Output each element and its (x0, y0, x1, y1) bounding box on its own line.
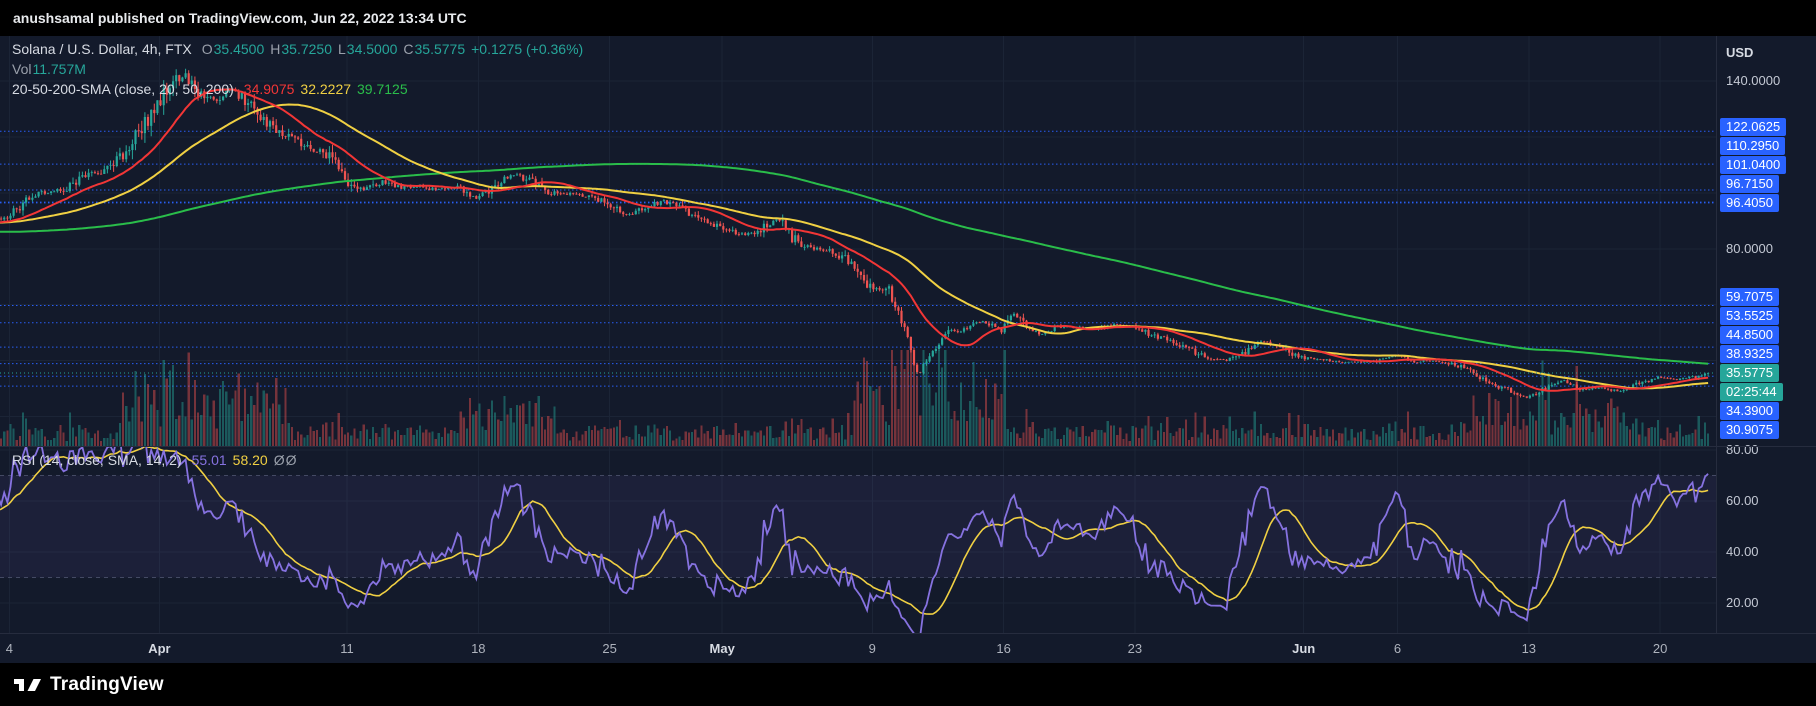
rsi-axis-tick: 40.00 (1726, 544, 1759, 559)
price-axis-alert-label[interactable]: 53.5525 (1720, 307, 1779, 326)
chart-plot-area[interactable] (0, 36, 1716, 633)
sma-20-line (0, 88, 1709, 392)
time-axis-label: 9 (868, 641, 876, 656)
publish-text: anushsamal published on TradingView.com,… (13, 10, 467, 26)
tradingview-logo-link[interactable]: TradingView (14, 674, 164, 696)
tradingview-brand-text: TradingView (50, 673, 164, 695)
price-axis-alert-label[interactable]: 110.2950 (1720, 136, 1786, 155)
price-axis-alert-label[interactable]: 122.0625 (1720, 117, 1787, 136)
time-axis[interactable]: 4 Apr 11 18 25 May 9 16 23 Jun 6 13 20 (0, 633, 1816, 663)
time-axis-label: 6 (1393, 641, 1402, 656)
price-axis[interactable]: USD 140.0000 80.0000 38.9325 44.8500 53.5525… (1716, 36, 1816, 633)
tradingview-logo-icon (14, 678, 41, 691)
rsi-band (0, 475, 1716, 578)
time-axis-label: 4 (5, 641, 14, 656)
price-axis-alert-label[interactable]: 96.4050 (1720, 193, 1779, 212)
price-axis-tick: 80.0000 (1726, 240, 1773, 256)
pane-separator[interactable] (0, 446, 1816, 447)
time-axis-label: 11 (340, 641, 354, 656)
rsi-axis-tick: 80.00 (1726, 442, 1759, 457)
publish-bar: anushsamal published on TradingView.com,… (0, 0, 1816, 36)
price-axis-tick: 140.0000 (1726, 73, 1781, 89)
time-axis-label: Jun (1292, 641, 1316, 656)
grid-layer (0, 36, 1716, 633)
footer-bar: TradingView (0, 663, 1816, 706)
rsi-band-limits (0, 475, 1716, 578)
price-axis-alert-label[interactable]: 44.8500 (1720, 326, 1779, 345)
volume-layer (0, 350, 1710, 446)
rsi-axis-tick: 60.00 (1726, 493, 1759, 508)
sma-200-line (0, 162, 1709, 365)
sma-50-line (0, 103, 1709, 390)
rsi-ma-line (0, 446, 1709, 615)
time-axis-label: 16 (996, 641, 1011, 656)
time-axis-label: 23 (1127, 641, 1143, 656)
time-axis-label: 13 (1521, 641, 1537, 656)
time-axis-label: 18 (471, 641, 486, 656)
alert-level-lines[interactable] (0, 130, 1716, 387)
price-axis-currency: USD (1726, 45, 1754, 60)
price-axis-alert-label[interactable]: 30.9075 (1720, 421, 1779, 440)
price-axis-alert-label[interactable]: 34.3900 (1720, 402, 1779, 421)
time-axis-label: 20 (1652, 641, 1668, 656)
bar-countdown-label: 02:25:44 (1720, 383, 1783, 402)
price-axis-alert-label[interactable]: 96.7150 (1720, 174, 1779, 193)
time-axis-label: Apr (148, 641, 171, 656)
candles-layer (0, 68, 1710, 399)
price-axis-alert-label[interactable]: 38.9325 (1720, 345, 1779, 364)
rsi-axis-tick: 20.00 (1726, 595, 1759, 610)
rsi-line (0, 446, 1709, 633)
price-axis-alert-label[interactable]: 59.7075 (1720, 288, 1779, 307)
time-axis-label: May (709, 641, 735, 656)
time-axis-label: 25 (602, 641, 617, 656)
price-axis-alert-label[interactable]: 101.0400 (1720, 155, 1787, 174)
last-price-label[interactable]: 35.5775 (1720, 364, 1779, 383)
